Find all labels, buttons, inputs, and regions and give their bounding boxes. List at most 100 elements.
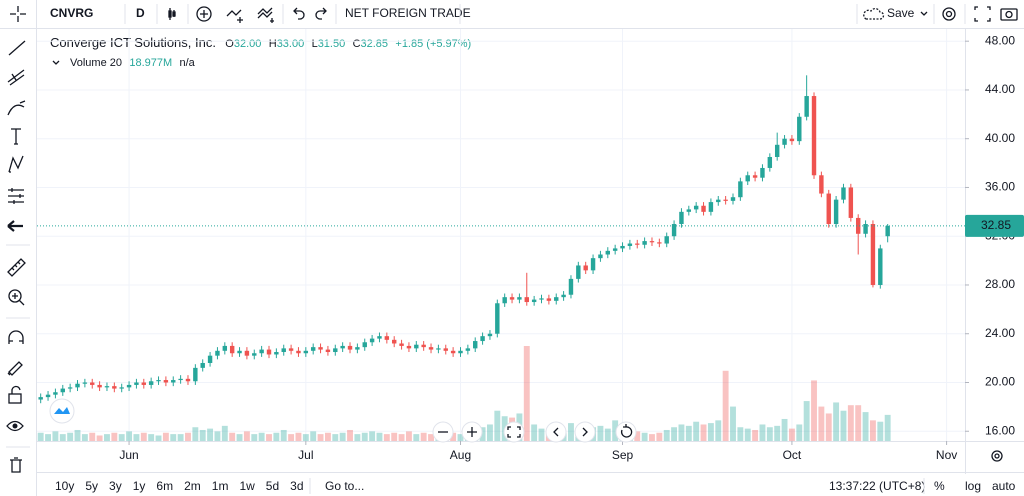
range-button[interactable]: 1m — [212, 479, 229, 493]
back-tool[interactable] — [7, 220, 23, 232]
volume-bar — [855, 405, 862, 441]
lock-tool[interactable] — [8, 385, 22, 404]
snapshot-icon[interactable] — [1000, 8, 1018, 21]
candle-body — [171, 380, 176, 383]
candle-body — [465, 348, 471, 351]
fib-tool[interactable] — [7, 69, 25, 86]
legend-o-label: O — [225, 38, 234, 50]
settings-icon[interactable] — [942, 7, 956, 21]
percent-toggle[interactable]: % — [934, 479, 945, 493]
indicator-button[interactable]: NET FOREIGN TRADE — [345, 6, 471, 20]
candle-body — [288, 348, 294, 351]
candle-body — [436, 348, 441, 350]
volume-bar — [847, 405, 854, 441]
x-tick-label: Aug — [450, 448, 471, 462]
auto-toggle[interactable]: auto — [992, 479, 1016, 493]
volume-bar — [840, 410, 847, 441]
range-button[interactable]: 3d — [290, 479, 303, 493]
volume-bar — [118, 434, 125, 441]
interval[interactable]: D — [136, 6, 145, 20]
chart-type-icon[interactable] — [168, 8, 176, 20]
lock-drawing-tool[interactable] — [7, 361, 23, 376]
volume-bar — [96, 435, 103, 441]
volume-bar — [774, 425, 781, 441]
symbol[interactable]: CNVRG — [50, 6, 93, 20]
candle-body — [340, 345, 345, 349]
compare-icon[interactable] — [226, 9, 243, 23]
scroll-left-button[interactable] — [545, 421, 567, 443]
indicators-icon[interactable] — [196, 6, 212, 22]
reset-zoom-button[interactable] — [503, 421, 525, 443]
range-button[interactable]: 5y — [85, 479, 98, 493]
candle-body — [686, 209, 692, 212]
log-toggle[interactable]: log — [965, 479, 981, 493]
range-button[interactable]: 10y — [55, 479, 74, 493]
volume-bar — [37, 432, 44, 441]
candle-body — [502, 297, 507, 304]
range-button[interactable]: 3y — [109, 479, 122, 493]
save-dropdown[interactable] — [920, 11, 928, 16]
crosshair-icon[interactable] — [10, 6, 26, 22]
volume-bar — [811, 380, 817, 441]
volume-bar — [685, 425, 692, 441]
range-button[interactable]: 6m — [156, 479, 173, 493]
text-tool[interactable] — [11, 128, 21, 145]
range-button[interactable]: 1y — [133, 479, 146, 493]
legend-change: +1.85 (+5.97%) — [395, 38, 471, 50]
volume-bar — [45, 434, 51, 441]
prediction-tool[interactable] — [8, 188, 24, 204]
magnet-tool[interactable] — [8, 330, 24, 344]
range-button[interactable]: 1w — [239, 479, 255, 493]
volume-bar — [339, 432, 346, 441]
volume-bar — [170, 434, 177, 441]
candle-body — [450, 350, 456, 354]
candle-body — [826, 193, 831, 225]
logo-badge[interactable] — [49, 398, 75, 424]
trendline-tool[interactable] — [8, 40, 26, 56]
candle-body — [708, 202, 714, 212]
candle-body — [325, 349, 331, 353]
delete-tool[interactable] — [10, 457, 22, 473]
brush-tool[interactable] — [7, 100, 26, 116]
volume-bar — [678, 424, 685, 441]
volume-bar — [74, 429, 81, 441]
volume-bar — [288, 434, 295, 441]
fullscreen-icon[interactable] — [974, 6, 991, 22]
candle-body — [82, 382, 88, 384]
candle-body — [237, 350, 242, 354]
candle-body — [774, 144, 780, 157]
ruler-tool[interactable] — [7, 258, 26, 277]
volume-bar — [597, 425, 604, 441]
volume-bar — [317, 434, 324, 441]
volume-bar — [89, 432, 96, 441]
scroll-right-button[interactable] — [574, 421, 596, 443]
candle-body — [75, 383, 80, 388]
goto-button[interactable]: Go to... — [325, 479, 364, 493]
volume-label: Volume 20 — [70, 57, 122, 69]
y-tick-label: 36.00 — [985, 180, 1015, 194]
range-button[interactable]: 2m — [184, 479, 201, 493]
cloud-icon[interactable] — [863, 7, 885, 20]
templates-icon[interactable] — [257, 7, 274, 23]
zoom-out-button[interactable] — [432, 421, 454, 443]
save-button[interactable]: Save — [887, 6, 915, 20]
volume-bar — [405, 431, 412, 441]
visibility-tool[interactable] — [6, 420, 24, 432]
candle-body — [318, 347, 323, 350]
volume-bar — [324, 432, 331, 441]
reset-button[interactable] — [615, 421, 637, 443]
candle-body — [524, 297, 529, 303]
legend-collapse[interactable] — [52, 60, 60, 65]
undo-icon[interactable] — [293, 7, 305, 20]
redo-icon — [315, 7, 327, 20]
legend-ohlc: Converge ICT Solutions, Inc. O32.00 H33.… — [50, 35, 471, 50]
candle-body — [782, 138, 787, 145]
candle-body — [642, 241, 647, 245]
zoom-tool[interactable] — [8, 289, 25, 306]
axis-settings-icon[interactable] — [991, 450, 1003, 462]
range-button[interactable]: 5d — [266, 479, 279, 493]
volume-bar — [177, 434, 184, 441]
zoom-in-button[interactable] — [461, 421, 483, 443]
volume-bar — [67, 432, 74, 441]
pattern-tool[interactable] — [8, 155, 24, 173]
